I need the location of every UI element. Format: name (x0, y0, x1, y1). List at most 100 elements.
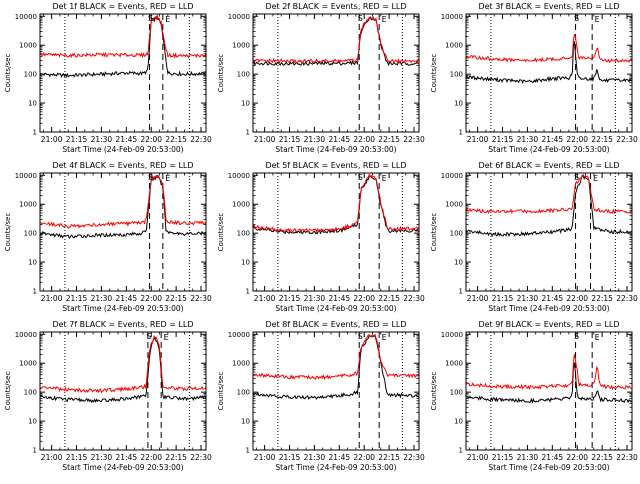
chart-panel-6: Det 6f BLACK = Events, RED = LLD Counts/s… (430, 161, 638, 313)
x-tick-label: 21:00 (41, 135, 63, 144)
y-tick-label: 1000 (19, 201, 37, 209)
y-tick-label: 10 (241, 418, 250, 426)
x-tick-label: 21:30 (91, 453, 113, 462)
y-tick-label: 1 (246, 129, 250, 137)
x-tick-label: 21:30 (304, 135, 326, 144)
x-tick-label: 22:15 (378, 135, 400, 144)
x-tick-label: 21:45 (329, 135, 351, 144)
plot-frame (252, 331, 420, 451)
y-tick-label: 10 (28, 259, 37, 267)
series-line-events (39, 16, 207, 78)
y-tick-label: 1000 (232, 42, 250, 50)
y-tick-label: 10 (454, 418, 463, 426)
x-tick-label: 21:45 (329, 294, 351, 303)
x-tick-label: 22:30 (403, 453, 425, 462)
plot-frame (465, 13, 633, 133)
series-line-lld (252, 333, 420, 381)
y-tick-label: 10000 (15, 331, 37, 339)
series-line-events (252, 15, 420, 67)
chart-panel-8: Det 8f BLACK = Events, RED = LLD Counts/s… (217, 320, 425, 472)
x-tick-label: 22:00 (353, 453, 375, 462)
start-marker-label: S (574, 14, 579, 23)
y-tick-label: 10 (28, 100, 37, 108)
y-tick-label: 10000 (441, 13, 463, 21)
x-tick-label: 21:30 (517, 135, 539, 144)
y-tick-label: 1 (459, 447, 463, 455)
y-tick-label: 1000 (19, 360, 37, 368)
y-tick-label: 100 (24, 71, 37, 79)
x-tick-label: 22:30 (190, 294, 212, 303)
x-tick-label: 22:30 (616, 453, 638, 462)
chart-title: Det 6f BLACK = Events, RED = LLD (478, 161, 619, 170)
x-tick-label: 22:15 (378, 294, 400, 303)
y-tick-label: 1 (33, 288, 37, 296)
x-tick-label: 21:15 (66, 453, 88, 462)
x-axis-label: Start Time (24-Feb-09 20:53:00) (275, 463, 396, 472)
x-tick-label: 21:45 (116, 453, 138, 462)
y-tick-label: 100 (24, 230, 37, 238)
plot-frame (465, 331, 633, 451)
y-axis-label: Counts/sec (430, 372, 438, 411)
series-line-lld (465, 354, 633, 391)
x-tick-label: 21:00 (41, 453, 63, 462)
start-marker-label: S (146, 332, 151, 341)
y-tick-label: 100 (237, 230, 250, 238)
plot-frame (39, 331, 207, 451)
start-marker-label: S (574, 332, 579, 341)
y-tick-label: 10000 (441, 331, 463, 339)
y-tick-label: 1000 (445, 201, 463, 209)
y-tick-label: 1 (459, 129, 463, 137)
chart-title: Det 1f BLACK = Events, RED = LLD (52, 2, 193, 11)
chart-panel-9: Det 9f BLACK = Events, RED = LLD Counts/s… (430, 320, 638, 472)
y-tick-label: 1 (246, 288, 250, 296)
plot-frame (39, 172, 207, 292)
y-tick-label: 1 (459, 288, 463, 296)
end-marker-label: E (382, 15, 387, 24)
series-line-lld (39, 335, 207, 394)
y-tick-label: 10 (241, 259, 250, 267)
x-tick-label: 21:30 (304, 294, 326, 303)
x-tick-label: 22:15 (591, 135, 613, 144)
x-tick-label: 21:30 (91, 135, 113, 144)
y-tick-label: 1000 (445, 42, 463, 50)
x-tick-label: 21:15 (66, 294, 88, 303)
series-line-events (465, 362, 633, 404)
x-axis-label: Start Time (24-Feb-09 20:53:00) (62, 145, 183, 154)
y-tick-label: 100 (24, 389, 37, 397)
chart-panel-3: Det 3f BLACK = Events, RED = LLD Counts/s… (430, 2, 638, 154)
plot-frame (39, 13, 207, 133)
end-marker-label: E (382, 174, 387, 183)
chart-title: Det 4f BLACK = Events, RED = LLD (52, 161, 193, 170)
x-tick-label: 21:45 (542, 135, 564, 144)
y-axis-label: Counts/sec (4, 54, 12, 93)
y-tick-label: 100 (237, 71, 250, 79)
series-line-events (252, 175, 420, 235)
x-tick-label: 21:15 (492, 135, 514, 144)
x-tick-label: 22:00 (353, 135, 375, 144)
x-tick-label: 21:00 (41, 294, 63, 303)
x-tick-label: 22:00 (353, 294, 375, 303)
y-tick-label: 100 (450, 389, 463, 397)
x-tick-label: 22:15 (591, 453, 613, 462)
y-axis-label: Counts/sec (217, 54, 225, 93)
x-axis-label: Start Time (24-Feb-09 20:53:00) (275, 145, 396, 154)
x-tick-label: 21:45 (542, 294, 564, 303)
chart-title: Det 2f BLACK = Events, RED = LLD (265, 2, 406, 11)
series-line-lld (465, 33, 633, 64)
x-tick-label: 21:00 (254, 294, 276, 303)
x-tick-label: 21:15 (66, 135, 88, 144)
y-tick-label: 10000 (228, 172, 250, 180)
x-tick-label: 22:30 (190, 135, 212, 144)
series-line-events (465, 41, 633, 85)
y-tick-label: 1000 (19, 42, 37, 50)
chart-panel-2: Det 2f BLACK = Events, RED = LLD Counts/s… (217, 2, 425, 154)
end-marker-label: E (165, 15, 170, 24)
y-tick-label: 10000 (228, 13, 250, 21)
x-tick-label: 22:15 (378, 453, 400, 462)
series-line-events (39, 337, 207, 404)
x-tick-label: 21:00 (467, 294, 489, 303)
y-tick-label: 10000 (228, 331, 250, 339)
x-tick-label: 21:45 (329, 453, 351, 462)
start-marker-label: S (358, 332, 363, 341)
y-tick-label: 1000 (445, 360, 463, 368)
